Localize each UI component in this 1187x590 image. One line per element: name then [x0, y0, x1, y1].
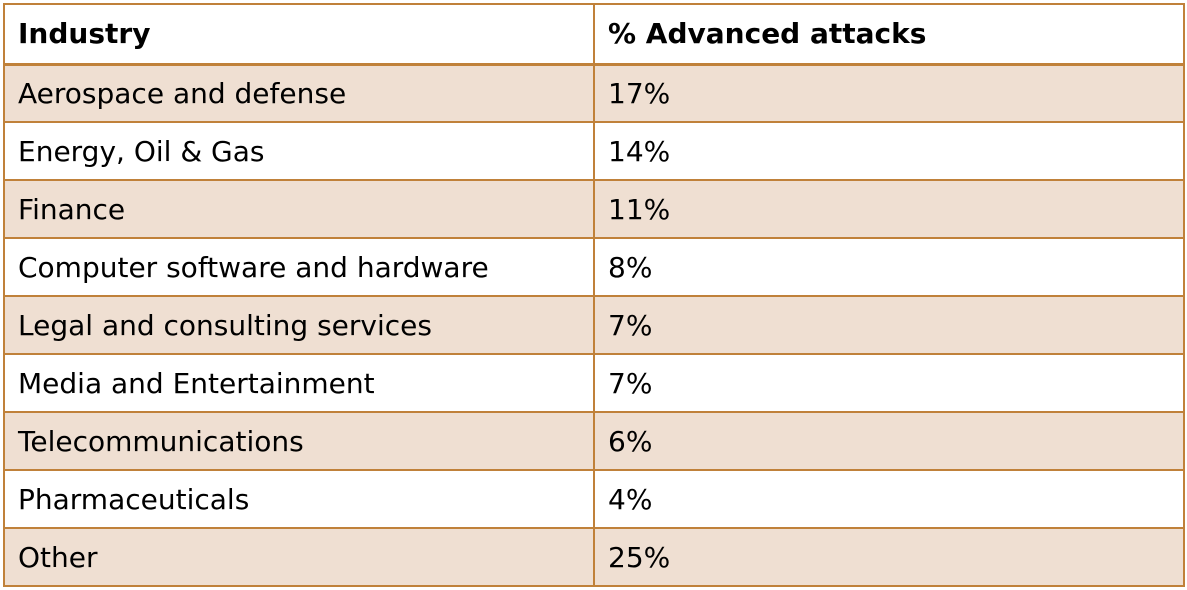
industry-attacks-table: Industry % Advanced attacks Aerospace an…	[3, 3, 1185, 587]
industry-cell: Finance	[3, 179, 595, 239]
table-row: Media and Entertainment 7%	[3, 353, 1185, 413]
industry-cell: Other	[3, 527, 595, 587]
percent-cell: 7%	[593, 353, 1185, 413]
industry-cell: Computer software and hardware	[3, 237, 595, 297]
percent-cell: 25%	[593, 527, 1185, 587]
table-row: Computer software and hardware 8%	[3, 237, 1185, 297]
percent-cell: 7%	[593, 295, 1185, 355]
industry-cell: Pharmaceuticals	[3, 469, 595, 529]
percent-cell: 4%	[593, 469, 1185, 529]
header-industry: Industry	[3, 3, 595, 66]
industry-cell: Media and Entertainment	[3, 353, 595, 413]
industry-cell: Aerospace and defense	[3, 63, 595, 123]
industry-cell: Energy, Oil & Gas	[3, 121, 595, 181]
percent-cell: 17%	[593, 63, 1185, 123]
industry-cell: Telecommunications	[3, 411, 595, 471]
table-row: Legal and consulting services 7%	[3, 295, 1185, 355]
industry-cell: Legal and consulting services	[3, 295, 595, 355]
table-row: Energy, Oil & Gas 14%	[3, 121, 1185, 181]
percent-cell: 11%	[593, 179, 1185, 239]
table-body: Aerospace and defense 17% Energy, Oil & Ga…	[3, 63, 1185, 587]
table-row: Telecommunications 6%	[3, 411, 1185, 471]
table-row: Finance 11%	[3, 179, 1185, 239]
percent-cell: 6%	[593, 411, 1185, 471]
table-row: Pharmaceuticals 4%	[3, 469, 1185, 529]
header-row: Industry % Advanced attacks	[3, 3, 1185, 66]
header-percent-advanced-attacks: % Advanced attacks	[593, 3, 1185, 66]
percent-cell: 8%	[593, 237, 1185, 297]
percent-cell: 14%	[593, 121, 1185, 181]
table-row: Aerospace and defense 17%	[3, 63, 1185, 123]
table-row: Other 25%	[3, 527, 1185, 587]
